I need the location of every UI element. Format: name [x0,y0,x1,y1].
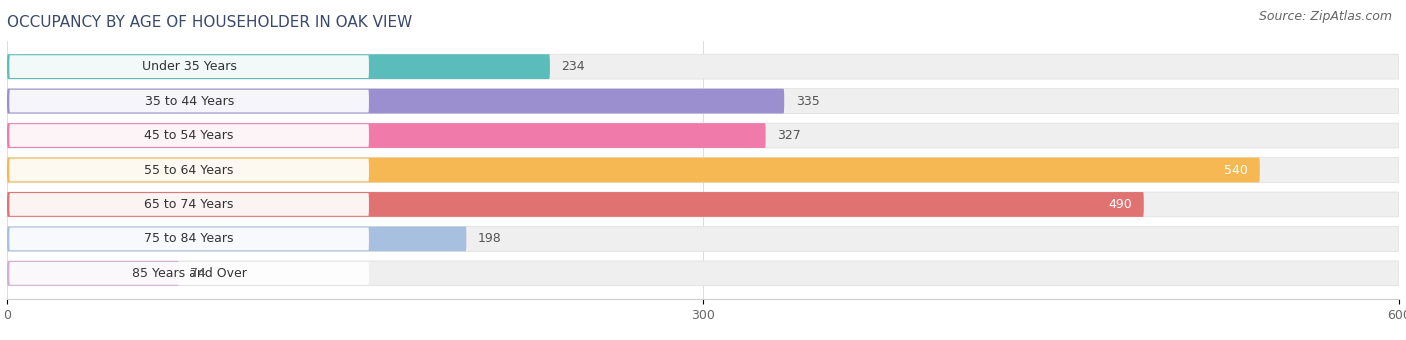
FancyBboxPatch shape [7,226,467,251]
Text: 65 to 74 Years: 65 to 74 Years [145,198,233,211]
Text: OCCUPANCY BY AGE OF HOUSEHOLDER IN OAK VIEW: OCCUPANCY BY AGE OF HOUSEHOLDER IN OAK V… [7,15,412,30]
FancyBboxPatch shape [10,193,368,216]
FancyBboxPatch shape [7,261,179,286]
Text: 55 to 64 Years: 55 to 64 Years [145,164,233,176]
FancyBboxPatch shape [7,261,1399,286]
FancyBboxPatch shape [10,262,368,285]
Text: 45 to 54 Years: 45 to 54 Years [145,129,233,142]
Text: 35 to 44 Years: 35 to 44 Years [145,95,233,107]
Text: 75 to 84 Years: 75 to 84 Years [145,233,233,245]
Text: 198: 198 [478,233,502,245]
Text: Under 35 Years: Under 35 Years [142,60,236,73]
FancyBboxPatch shape [7,226,1399,251]
FancyBboxPatch shape [7,54,550,79]
FancyBboxPatch shape [7,123,1399,148]
FancyBboxPatch shape [10,227,368,250]
FancyBboxPatch shape [7,123,766,148]
FancyBboxPatch shape [7,54,1399,79]
FancyBboxPatch shape [7,192,1399,217]
FancyBboxPatch shape [7,158,1399,182]
FancyBboxPatch shape [7,192,1144,217]
Text: 540: 540 [1225,164,1249,176]
Text: 74: 74 [190,267,207,280]
Text: 85 Years and Over: 85 Years and Over [132,267,246,280]
FancyBboxPatch shape [7,89,785,114]
FancyBboxPatch shape [7,89,1399,114]
FancyBboxPatch shape [10,90,368,113]
FancyBboxPatch shape [7,158,1260,182]
FancyBboxPatch shape [10,55,368,78]
Text: 234: 234 [561,60,585,73]
Text: Source: ZipAtlas.com: Source: ZipAtlas.com [1258,10,1392,23]
FancyBboxPatch shape [10,159,368,181]
Text: 327: 327 [778,129,801,142]
FancyBboxPatch shape [10,124,368,147]
Text: 335: 335 [796,95,820,107]
Text: 490: 490 [1108,198,1132,211]
